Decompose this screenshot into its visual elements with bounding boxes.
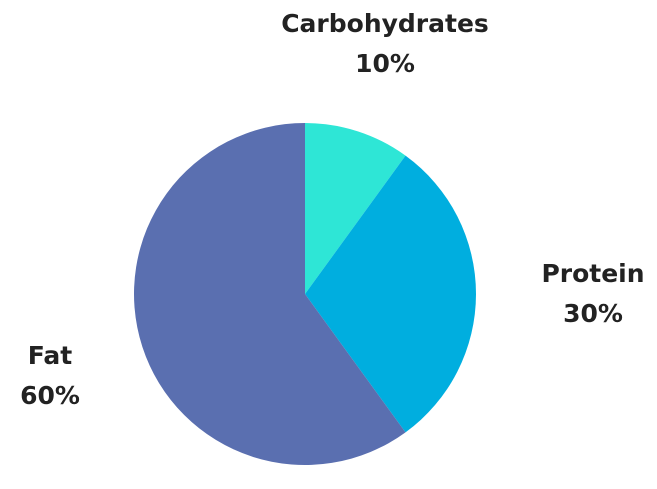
slice-label: Carbohydrates	[281, 9, 489, 38]
slice-value-label: 60%	[20, 381, 80, 410]
pie-slice	[305, 155, 476, 433]
slice-value-label: 10%	[355, 49, 415, 78]
slice-value-label: 30%	[563, 299, 623, 328]
pie-slice	[134, 123, 406, 465]
slice-label: Protein	[541, 259, 644, 288]
pie-slice	[305, 123, 406, 294]
slice-label: Fat	[28, 341, 72, 370]
